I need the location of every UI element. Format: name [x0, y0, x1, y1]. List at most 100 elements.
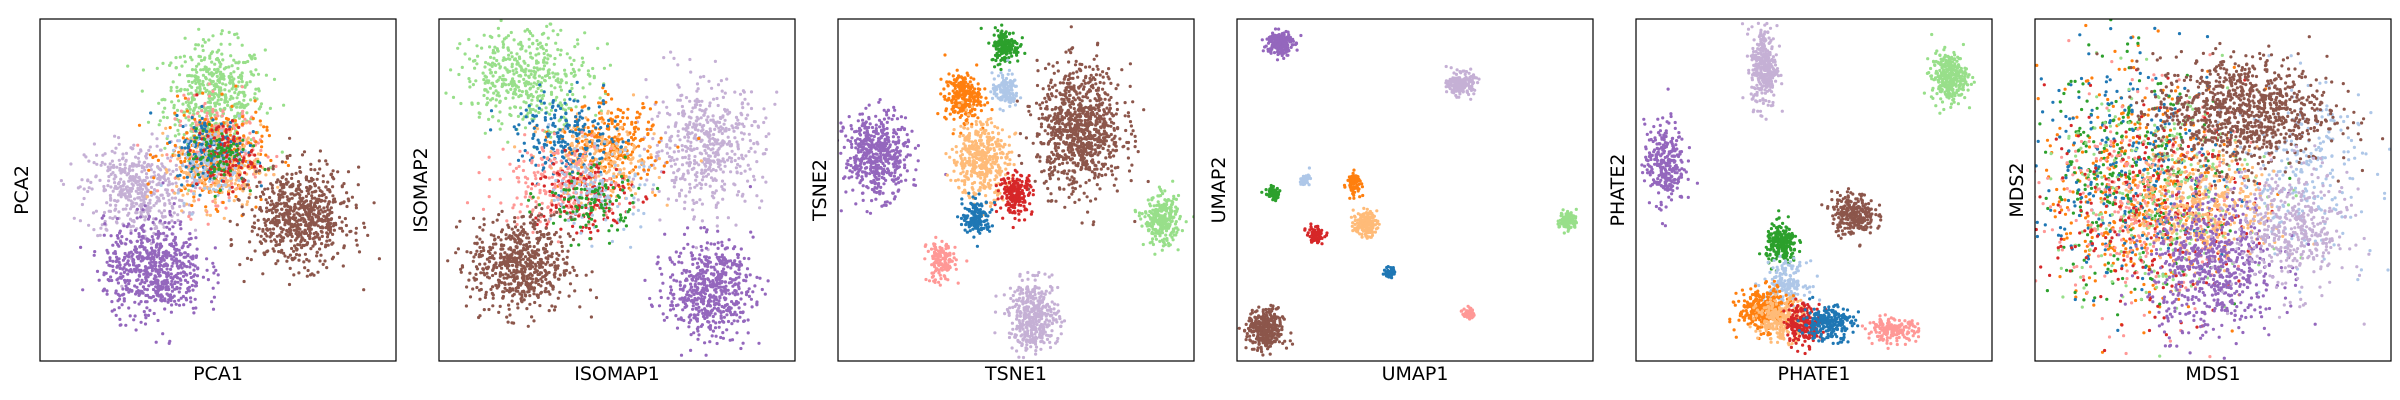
data-point	[329, 206, 333, 210]
data-point	[140, 180, 144, 184]
data-point	[691, 208, 695, 212]
data-point	[140, 194, 144, 198]
data-point	[280, 160, 284, 164]
data-point	[82, 153, 86, 157]
data-point	[309, 204, 313, 208]
data-point	[108, 256, 112, 260]
data-point	[523, 61, 527, 65]
data-point	[514, 92, 518, 96]
data-point	[714, 169, 718, 173]
data-point	[323, 209, 327, 213]
data-point	[339, 226, 343, 230]
data-point	[238, 141, 242, 145]
data-point	[189, 296, 193, 300]
data-point	[541, 67, 546, 71]
data-point	[173, 191, 177, 195]
data-point	[531, 95, 535, 99]
data-point	[538, 67, 542, 71]
data-point	[176, 213, 180, 217]
data-point	[149, 168, 153, 172]
data-point	[363, 225, 367, 229]
data-point	[195, 86, 200, 90]
data-point	[624, 174, 628, 178]
data-point	[618, 119, 623, 123]
data-point	[697, 163, 701, 167]
data-point	[182, 140, 186, 144]
data-point	[498, 110, 502, 114]
data-point	[108, 168, 112, 172]
data-point	[542, 51, 546, 56]
data-point	[698, 75, 703, 79]
data-point	[182, 54, 186, 58]
data-point	[609, 111, 614, 115]
data-point	[297, 258, 301, 262]
data-point	[168, 213, 172, 217]
data-point	[285, 219, 289, 223]
data-point	[160, 214, 164, 218]
data-point	[675, 157, 679, 161]
data-point	[281, 215, 285, 219]
data-point	[459, 101, 463, 106]
data-point	[195, 111, 200, 115]
data-point	[526, 63, 530, 68]
data-point	[325, 225, 329, 229]
data-point	[535, 47, 539, 51]
data-point	[227, 65, 231, 69]
data-point	[235, 96, 239, 100]
data-point	[198, 131, 202, 135]
data-point	[764, 116, 768, 120]
data-point	[304, 210, 308, 214]
data-point	[124, 185, 129, 189]
data-point	[115, 199, 119, 203]
data-point	[271, 206, 275, 211]
data-point	[213, 101, 217, 105]
data-point	[307, 224, 311, 228]
data-point	[498, 100, 502, 104]
data-point	[100, 223, 104, 227]
data-point	[573, 45, 577, 49]
data-point	[163, 202, 167, 206]
data-point	[115, 234, 119, 238]
data-point	[129, 225, 133, 229]
data-point	[169, 267, 173, 271]
data-point	[626, 182, 630, 186]
data-point	[564, 73, 568, 77]
data-point	[182, 185, 186, 189]
data-point	[614, 155, 618, 159]
data-point	[240, 205, 244, 209]
data-point	[195, 179, 199, 183]
data-point	[520, 68, 524, 72]
data-point	[705, 144, 710, 148]
data-point	[92, 228, 96, 232]
data-point	[266, 167, 270, 171]
data-point	[714, 189, 718, 193]
data-point	[529, 107, 533, 112]
data-point	[289, 192, 293, 196]
data-point	[451, 95, 456, 99]
data-point	[134, 155, 138, 159]
data-point	[134, 248, 138, 252]
data-point	[537, 52, 541, 56]
data-point	[734, 223, 738, 227]
data-point	[292, 273, 296, 277]
data-point	[152, 170, 156, 174]
data-point	[299, 170, 303, 174]
data-point	[533, 130, 538, 134]
data-point	[170, 264, 174, 268]
data-point	[185, 273, 189, 277]
data-point	[254, 131, 258, 135]
data-point	[646, 132, 650, 136]
data-point	[211, 286, 215, 290]
data-point	[253, 165, 257, 169]
data-point	[238, 105, 242, 109]
data-point	[111, 216, 115, 221]
data-point	[563, 108, 568, 112]
data-point	[750, 123, 754, 128]
data-point	[180, 64, 184, 68]
data-point	[210, 60, 214, 64]
data-point	[249, 138, 253, 142]
data-point	[721, 197, 725, 201]
data-point	[571, 92, 575, 97]
data-point	[178, 204, 182, 209]
data-point	[182, 93, 186, 97]
